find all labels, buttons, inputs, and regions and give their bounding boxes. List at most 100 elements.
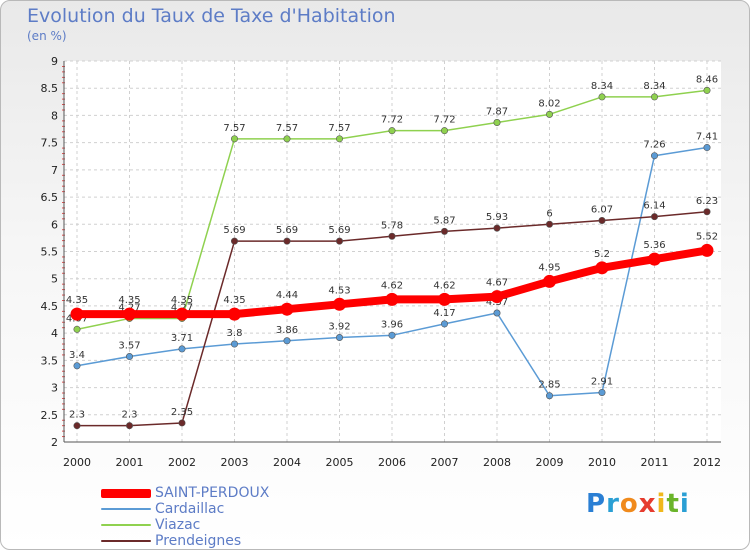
data-label: 5.93 xyxy=(486,212,508,223)
data-label: 6.23 xyxy=(696,196,718,207)
data-label: 7.72 xyxy=(381,115,403,126)
data-label: 5.78 xyxy=(381,220,403,231)
data-label: 4.35 xyxy=(66,295,88,306)
data-label: 2.35 xyxy=(171,407,193,418)
data-point xyxy=(440,320,448,328)
data-point xyxy=(440,227,448,235)
logo-letter: x xyxy=(638,489,657,519)
data-point xyxy=(595,261,609,275)
data-point xyxy=(440,127,448,135)
y-tick-label: 5.5 xyxy=(41,246,59,259)
data-label: 7.57 xyxy=(276,123,298,134)
data-label: 8.34 xyxy=(591,81,613,92)
data-label: 4.62 xyxy=(381,280,403,291)
data-label: 5.87 xyxy=(433,215,455,226)
data-point xyxy=(335,333,343,341)
data-label: 2.91 xyxy=(591,376,613,387)
data-label: 5.52 xyxy=(696,231,718,242)
data-point xyxy=(648,252,661,266)
y-tick-label: 2 xyxy=(51,436,58,449)
data-label: 7.41 xyxy=(696,132,718,143)
data-label: 5.69 xyxy=(223,225,245,236)
data-point xyxy=(70,307,84,321)
legend-item: Cardaillac xyxy=(101,501,269,517)
data-label: 3.86 xyxy=(276,325,298,336)
data-point xyxy=(335,135,343,143)
data-point xyxy=(228,307,241,321)
data-point xyxy=(283,237,291,245)
x-tick-label: 2012 xyxy=(693,456,721,469)
data-point xyxy=(231,340,239,348)
logo-letter: t xyxy=(666,489,680,519)
data-point xyxy=(388,127,396,135)
y-tick-label: 6.5 xyxy=(41,191,59,204)
data-point xyxy=(703,208,711,216)
data-point xyxy=(543,274,556,288)
y-tick-label: 6 xyxy=(51,218,58,231)
data-label: 8.34 xyxy=(643,81,665,92)
data-point xyxy=(283,337,291,345)
data-point xyxy=(231,135,239,143)
data-point xyxy=(703,144,711,152)
data-label: 7.87 xyxy=(486,107,508,118)
chart-title: Evolution du Taux de Taxe d'Habitation xyxy=(27,5,396,27)
x-tick-label: 2009 xyxy=(536,456,564,469)
y-tick-label: 2.5 xyxy=(41,409,59,422)
data-point xyxy=(650,152,658,160)
data-label: 3.4 xyxy=(69,350,85,361)
data-point xyxy=(650,213,658,221)
data-point xyxy=(73,422,81,430)
y-tick-label: 4 xyxy=(51,327,58,340)
data-point xyxy=(126,422,134,430)
data-point xyxy=(73,325,81,333)
data-point xyxy=(73,362,81,370)
data-point xyxy=(493,224,501,232)
data-label: 4.35 xyxy=(171,295,193,306)
legend-item: Prendeignes xyxy=(101,533,269,549)
x-tick-label: 2011 xyxy=(641,456,669,469)
data-label: 6.07 xyxy=(591,204,613,215)
data-label: 3.57 xyxy=(118,341,140,352)
data-label: 6 xyxy=(546,208,552,219)
data-point xyxy=(438,292,451,306)
proxiti-logo: Proxiti xyxy=(586,489,690,519)
data-point xyxy=(493,309,501,317)
data-point xyxy=(388,232,396,240)
data-label: 4.35 xyxy=(223,295,245,306)
data-label: 4.17 xyxy=(433,308,455,319)
data-label: 7.57 xyxy=(328,123,350,134)
logo-letter: i xyxy=(679,489,690,519)
data-point xyxy=(280,302,294,316)
x-tick-label: 2010 xyxy=(588,456,616,469)
series-saint-perdoux: 4.35 4.35 4.35 4.35 4.44 4.53 4.62 4.62 4.67 4.95… xyxy=(66,231,718,321)
logo-letter: r xyxy=(606,489,620,519)
data-point xyxy=(385,292,399,306)
data-point xyxy=(178,419,186,427)
unit-label: (en %) xyxy=(27,29,67,43)
y-tick-label: 4.5 xyxy=(41,300,59,313)
data-point xyxy=(490,290,504,304)
x-tick-label: 2000 xyxy=(63,456,91,469)
data-label: 3.92 xyxy=(328,321,350,332)
data-label: 5.2 xyxy=(594,249,610,260)
y-tick-label: 5 xyxy=(51,273,58,286)
y-tick-label: 8.5 xyxy=(41,82,59,95)
data-point xyxy=(178,345,186,353)
data-point xyxy=(545,392,553,400)
data-label: 4.53 xyxy=(328,285,350,296)
data-label: 2.3 xyxy=(69,410,85,421)
data-point xyxy=(126,353,134,361)
data-label: 3.71 xyxy=(171,333,193,344)
legend-item: SAINT-PERDOUX xyxy=(101,485,269,501)
data-label: 4.35 xyxy=(118,295,140,306)
data-label: 7.57 xyxy=(223,123,245,134)
legend-label: Cardaillac xyxy=(155,501,225,517)
y-tick-label: 3 xyxy=(51,382,58,395)
legend-swatch xyxy=(101,524,151,526)
data-point xyxy=(123,307,136,321)
x-tick-label: 2006 xyxy=(378,456,406,469)
logo-letter: o xyxy=(619,489,639,519)
data-point xyxy=(493,119,501,127)
